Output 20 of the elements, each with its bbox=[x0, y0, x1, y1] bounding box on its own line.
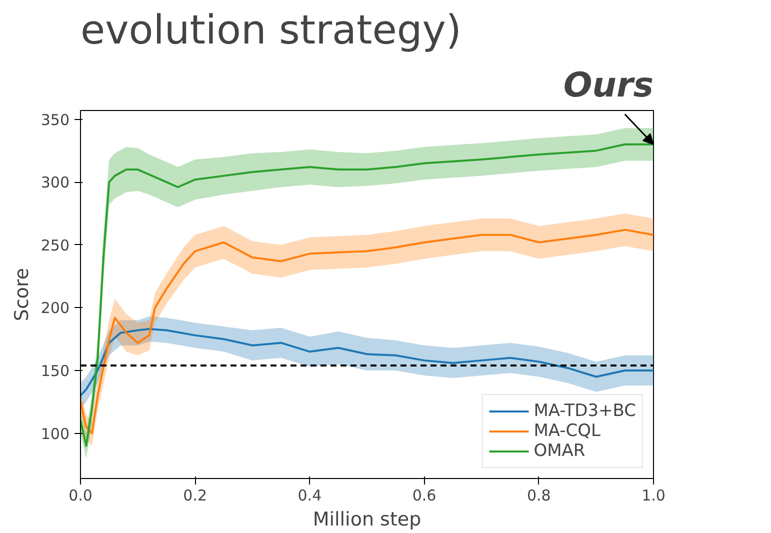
y-tick-label: 300 bbox=[40, 174, 70, 192]
y-tick-label: 100 bbox=[40, 424, 70, 443]
x-tick-label: 1.0 bbox=[642, 486, 666, 504]
x-tick-label: 0.6 bbox=[412, 486, 436, 504]
x-tick-label: 0.8 bbox=[526, 486, 551, 504]
line-series bbox=[80, 328, 654, 397]
legend-label: MA-TD3+BC bbox=[534, 401, 636, 421]
y-tick-label: 350 bbox=[40, 110, 70, 129]
y-tick-label: 200 bbox=[40, 299, 70, 318]
x-tick-label: 0.0 bbox=[68, 486, 92, 504]
y-tick-label: 150 bbox=[40, 362, 70, 380]
y-tick-label: 250 bbox=[40, 236, 70, 254]
x-tick-label: 0.4 bbox=[298, 486, 322, 504]
chart-title: evolution strategy) bbox=[80, 8, 462, 54]
annotation: Ours bbox=[563, 66, 654, 106]
legend-label: OMAR bbox=[534, 441, 586, 461]
x-axis-title: Million step bbox=[312, 508, 422, 530]
x-tick-label: 0.2 bbox=[183, 486, 208, 504]
legend-label: MA-CQL bbox=[534, 421, 601, 441]
y-axis-title: Score bbox=[10, 268, 33, 322]
